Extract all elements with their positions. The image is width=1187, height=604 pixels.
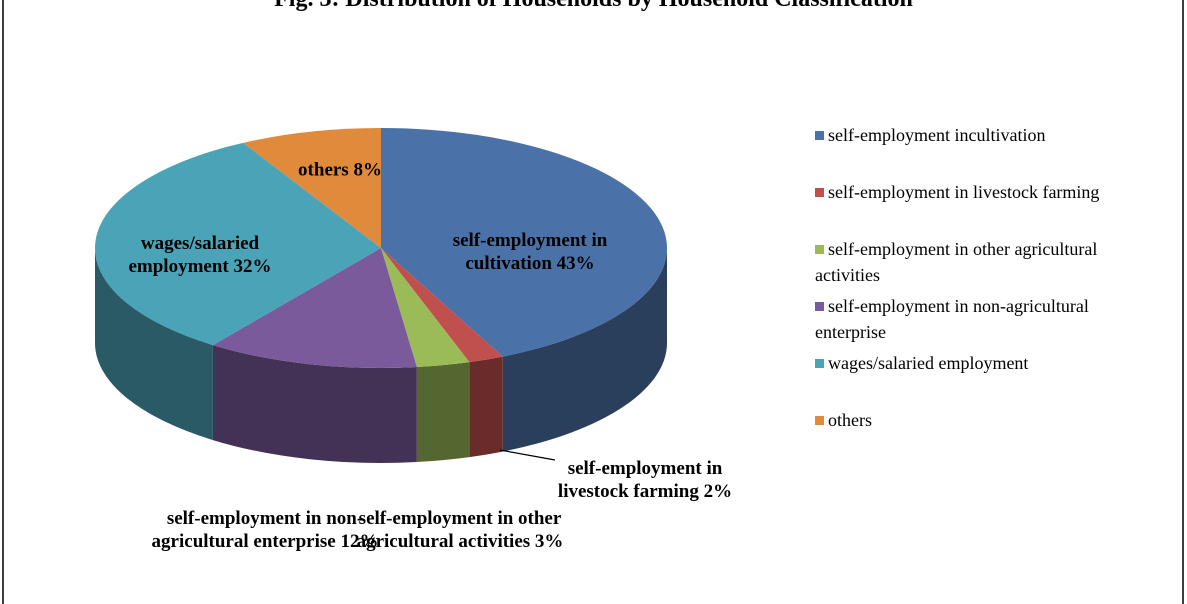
legend-entry: self-employment in other agricultural ac…	[815, 236, 1135, 288]
data-label: wages/salaried employment 32%	[105, 232, 295, 278]
data-label-value: 8%	[353, 159, 382, 181]
data-label-value: 12%	[340, 531, 379, 552]
legend-label: wages/salaried employment	[828, 353, 1029, 373]
pie-slice	[381, 128, 668, 357]
pie-slice-side	[95, 248, 213, 441]
data-label-value: 3%	[534, 531, 564, 552]
data-label-name: others	[298, 159, 349, 181]
pie-slice	[381, 248, 470, 368]
data-label-name: wages/salaried employment	[128, 233, 260, 277]
legend-entry: self-employment in livestock farming	[815, 179, 1135, 205]
legend-swatch	[815, 302, 824, 311]
data-label: self-employment in non-agricultural ente…	[150, 507, 380, 553]
legend-entry: self-employment in non-agricultural ente…	[815, 293, 1135, 345]
data-label-name: self-employment in non-agricultural ente…	[151, 508, 364, 552]
pie-slice	[94, 142, 382, 346]
pie-slice	[381, 248, 503, 363]
leader-line	[499, 449, 556, 461]
data-label-name: self-employment in cultivation	[452, 230, 608, 274]
pie-slice-side	[469, 356, 503, 458]
legend-swatch	[815, 416, 824, 425]
legend-label: self-employment in livestock farming	[828, 182, 1100, 202]
data-label-name: self-employment in livestock farming	[557, 458, 723, 502]
pie-slice-side	[212, 345, 417, 464]
legend-entry: wages/salaried employment	[815, 350, 1135, 376]
data-label: self-employment in other agricultural ac…	[355, 507, 565, 553]
pie-slice-side	[416, 362, 470, 463]
legend-label: self-employment incultivation	[828, 125, 1046, 145]
legend-label: others	[828, 410, 872, 430]
legend-swatch	[815, 359, 824, 368]
data-label: self-employment in cultivation 43%	[415, 229, 645, 275]
chart-title: Fig. 3: Distribution of Households by Ho…	[0, 0, 1187, 13]
legend-swatch	[815, 245, 824, 254]
legend-swatch	[815, 131, 824, 140]
legend-label: self-employment in other agricultural ac…	[815, 239, 1098, 285]
data-label-value: 32%	[233, 256, 272, 277]
data-label: self-employment in livestock farming 2%	[550, 457, 740, 503]
data-label-value: 2%	[703, 481, 733, 502]
data-label: others 8%	[290, 159, 390, 182]
pie-slice	[212, 248, 417, 368]
pie-slice-side	[502, 248, 667, 452]
legend-entry: others	[815, 407, 1135, 433]
legend-label: self-employment in non-agricultural ente…	[815, 296, 1089, 342]
legend-entry: self-employment incultivation	[815, 122, 1135, 148]
legend-swatch	[815, 188, 824, 197]
data-label-name: self-employment in other agricultural ac…	[356, 508, 562, 552]
pie-slice	[243, 127, 381, 248]
data-label-value: 43%	[556, 253, 595, 274]
